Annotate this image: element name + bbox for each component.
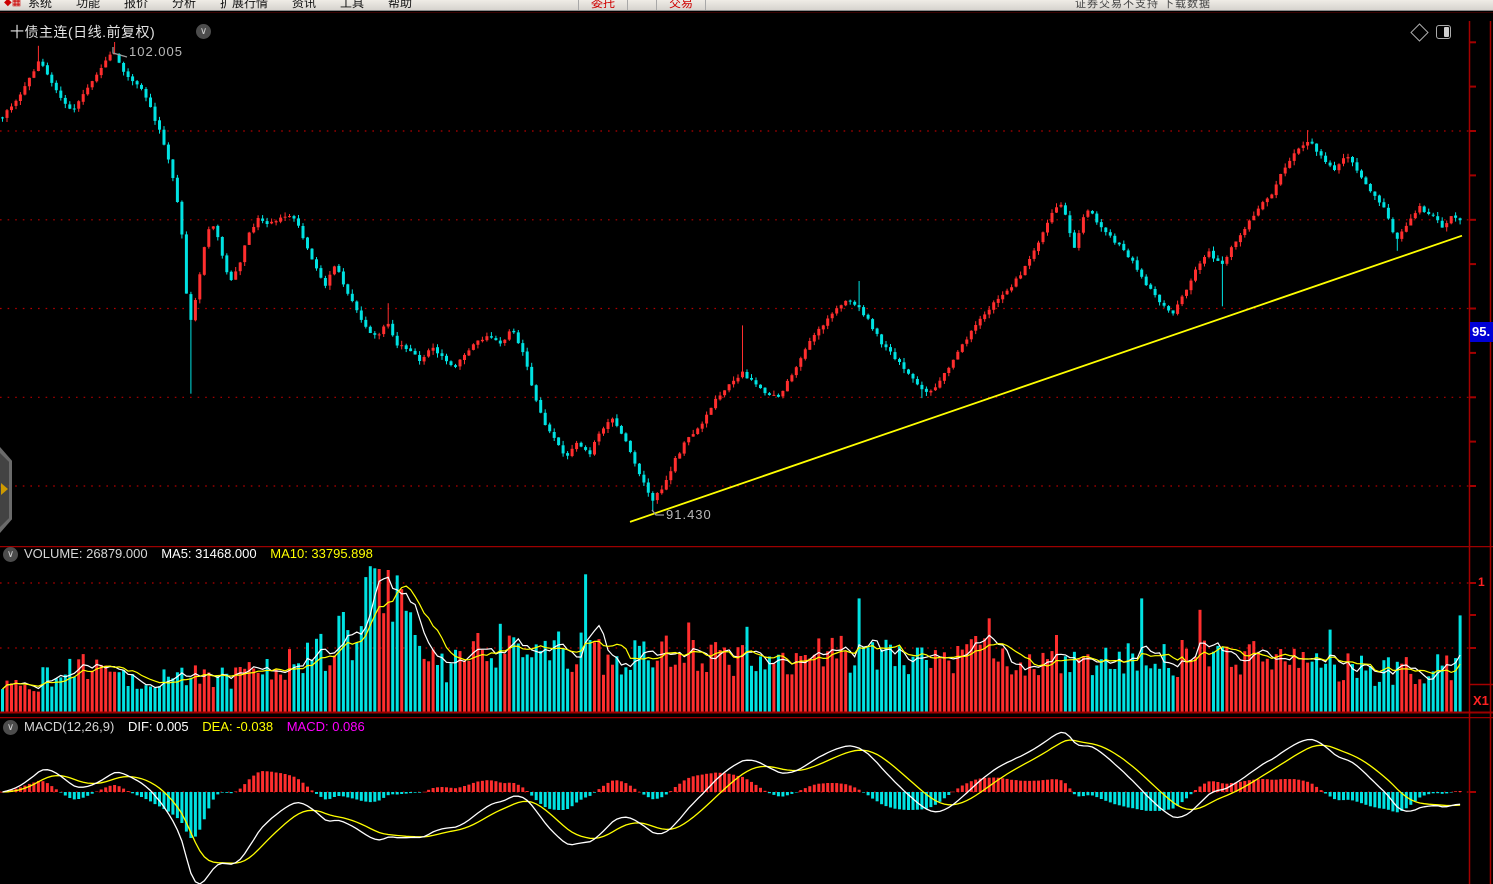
dif-line — [2, 731, 1461, 884]
menu-item-order[interactable]: 委托 — [578, 0, 629, 10]
macd-histogram — [1, 771, 1462, 838]
menu-bar: ◆▦ 系统 功能 报价 分析 扩展行情 资讯 工具 帮助 委托 交易 证券交易不… — [0, 0, 1493, 11]
volume-ma5-line — [2, 576, 1461, 690]
volume-ma5: MA5: 31468.000 — [161, 546, 257, 561]
low-price-label: 91.430 — [666, 507, 712, 522]
candlestick-series — [1, 42, 1462, 512]
dea-value: DEA: -0.038 — [202, 719, 274, 734]
price-axis — [1468, 21, 1492, 546]
chart-title: 十债主连(日线.前复权) — [10, 24, 156, 40]
zoom-level-label[interactable]: X1 — [1473, 693, 1489, 708]
macd-dropdown-button[interactable]: ∨ — [3, 720, 18, 735]
dif-value: DIF: 0.005 — [127, 719, 189, 734]
volume-axis — [0, 546, 1493, 717]
menu-item-trade[interactable]: 交易 — [656, 0, 707, 10]
menu-item-tools[interactable]: 工具 — [340, 0, 365, 10]
macd-axis — [0, 717, 1493, 884]
macd-name: MACD(12,26,9) — [24, 719, 115, 734]
menu-item-system[interactable]: 系统 — [28, 0, 53, 10]
menu-divider — [0, 12, 1493, 13]
menu-item-news[interactable]: 资讯 — [292, 0, 317, 10]
volume-chart[interactable] — [0, 546, 1493, 717]
volume-axis-label: 1 — [1478, 575, 1485, 589]
volume-bars — [1, 566, 1462, 712]
high-price-label: 102.005 — [129, 44, 183, 59]
expand-arrow-icon — [1, 483, 8, 495]
macd-value: MACD: 0.086 — [286, 719, 365, 734]
menu-item-function[interactable]: 功能 — [76, 0, 101, 10]
split-window-icon[interactable] — [1436, 25, 1451, 39]
menu-item-extended[interactable]: 扩展行情 — [220, 0, 269, 10]
menu-status-text: 证券交易不支持 下载数据 — [1075, 0, 1212, 10]
volume-gridlines — [0, 582, 1469, 649]
title-dropdown-button[interactable]: ∨ — [196, 24, 211, 39]
volume-header: VOLUME: 26879.000 MA5: 31468.000 MA10: 3… — [24, 546, 383, 561]
volume-value: VOLUME: 26879.000 — [24, 546, 148, 561]
macd-chart[interactable] — [0, 717, 1493, 884]
volume-ma10-line — [2, 585, 1461, 690]
sidebar-collapse-handle[interactable] — [0, 447, 12, 533]
axis-price-badge: 95. — [1470, 322, 1493, 342]
main-price-chart[interactable] — [0, 21, 1493, 546]
menu-item-quotes[interactable]: 报价 — [124, 0, 149, 10]
dea-line — [2, 739, 1461, 864]
volume-ma10: MA10: 33795.898 — [270, 546, 373, 561]
volume-dropdown-button[interactable]: ∨ — [3, 547, 18, 562]
app-logo-icon: ◆▦ — [4, 0, 22, 8]
trendline[interactable] — [629, 234, 1463, 523]
split-window-fill — [1444, 27, 1449, 37]
macd-header: MACD(12,26,9) DIF: 0.005 DEA: -0.038 MAC… — [24, 719, 375, 734]
menu-item-help[interactable]: 帮助 — [388, 0, 413, 10]
low-marker — [651, 509, 664, 516]
high-marker — [112, 47, 128, 58]
menu-item-analysis[interactable]: 分析 — [172, 0, 197, 10]
gridlines — [0, 130, 1469, 487]
